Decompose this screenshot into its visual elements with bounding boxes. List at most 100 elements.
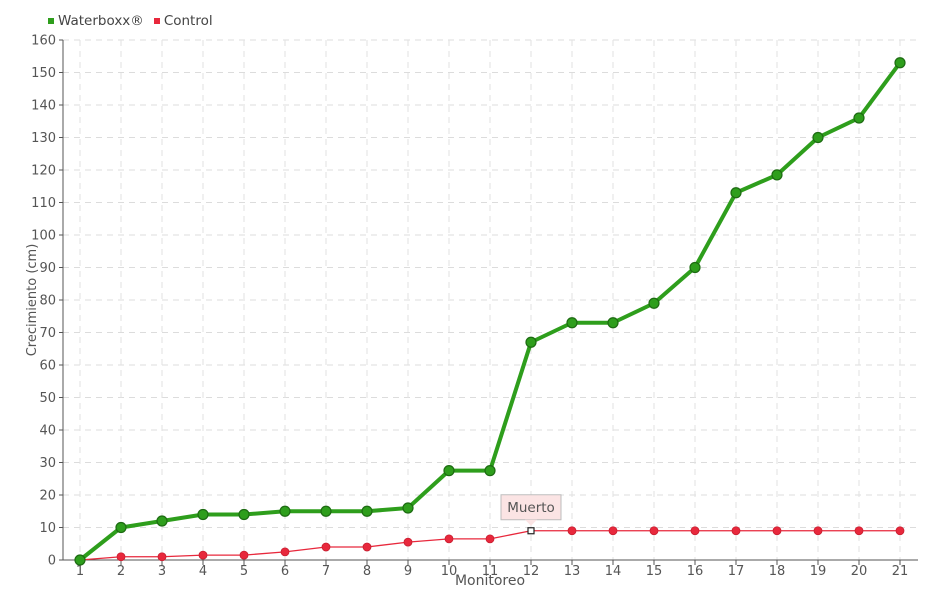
y-tick-label: 100	[31, 229, 56, 244]
x-tick-label: 12	[523, 564, 540, 579]
data-point-waterboxx	[115, 521, 127, 534]
data-point-waterboxx	[771, 169, 783, 181]
grid	[63, 39, 918, 560]
x-tick-label: 8	[363, 564, 371, 579]
y-tick-label: 160	[31, 34, 56, 49]
legend: Waterboxx® Control	[48, 13, 213, 29]
x-tick-label: 18	[769, 564, 786, 579]
x-tick-label: 15	[646, 564, 663, 579]
y-tick-label: 80	[39, 294, 56, 309]
data-point-control	[157, 552, 167, 562]
y-tick-label: 120	[31, 164, 56, 179]
data-point-control	[239, 550, 249, 560]
y-tick-label: 130	[31, 131, 56, 146]
series-waterboxx	[74, 57, 906, 566]
x-tick-label: 9	[404, 564, 412, 579]
data-point-control	[731, 526, 741, 536]
y-tick-label: 40	[39, 424, 56, 439]
data-point-waterboxx	[566, 317, 578, 329]
data-point-control	[608, 526, 618, 536]
data-point-control-annotated	[527, 527, 535, 535]
data-point-waterboxx	[853, 112, 865, 124]
x-tick-label: 5	[240, 564, 248, 579]
data-point-waterboxx	[197, 508, 209, 521]
y-tick-label: 10	[39, 521, 56, 536]
data-point-waterboxx	[320, 505, 332, 517]
x-tick-label: 3	[158, 564, 166, 579]
x-tick-label: 17	[728, 564, 745, 579]
data-point-waterboxx	[689, 261, 701, 274]
x-tick-label: 7	[322, 564, 330, 579]
data-point-control	[198, 550, 208, 560]
legend-label-waterboxx: Waterboxx®	[58, 13, 144, 29]
x-tick-label: 10	[441, 564, 458, 579]
data-point-waterboxx	[607, 317, 619, 329]
x-tick-label: 11	[482, 564, 499, 579]
x-tick-label: 21	[892, 564, 909, 579]
data-point-waterboxx	[238, 508, 250, 521]
legend-item-waterboxx[interactable]: Waterboxx®	[48, 13, 144, 29]
legend-swatch-control	[153, 18, 160, 24]
data-point-control	[567, 526, 577, 536]
y-tick-label: 20	[39, 489, 56, 504]
data-point-waterboxx	[525, 336, 537, 348]
x-axis-title: Monitoreo	[455, 573, 525, 589]
annotation-label: Muerto	[507, 500, 555, 516]
data-point-control	[813, 526, 823, 536]
y-tick-label: 140	[31, 99, 56, 114]
data-point-control	[362, 542, 372, 552]
y-tick-label: 0	[48, 554, 56, 569]
x-tick-label: 2	[117, 564, 125, 579]
data-point-waterboxx	[894, 57, 906, 69]
annotation-pointer	[525, 519, 537, 526]
data-point-waterboxx	[730, 187, 742, 199]
x-tick-label: 20	[851, 564, 868, 579]
data-point-control	[444, 534, 454, 544]
x-tick-label: 6	[281, 564, 289, 579]
y-tick-label: 30	[39, 456, 56, 471]
data-point-control	[895, 526, 905, 536]
x-tick-label: 4	[199, 564, 207, 579]
x-tick-label: 19	[810, 564, 827, 579]
data-point-control	[485, 534, 495, 544]
x-tick-label: 1	[76, 564, 84, 579]
y-tick-label: 90	[39, 261, 56, 276]
data-point-waterboxx	[156, 515, 168, 527]
data-point-control	[280, 547, 290, 557]
annotation-layer: Muerto	[500, 494, 562, 526]
data-point-control	[772, 526, 782, 536]
data-point-waterboxx	[648, 297, 660, 309]
x-tick-label: 14	[605, 564, 622, 579]
data-point-control	[854, 526, 864, 536]
data-point-waterboxx	[443, 465, 455, 477]
y-tick-label: 60	[39, 359, 56, 374]
y-tick-label: 110	[31, 196, 56, 211]
data-point-waterboxx	[74, 554, 86, 566]
data-point-control	[690, 526, 700, 536]
data-point-waterboxx	[279, 505, 291, 517]
data-point-waterboxx	[484, 465, 496, 477]
data-point-control	[649, 526, 659, 536]
annotation-callout: Muerto	[500, 494, 562, 526]
annotation-box	[500, 494, 562, 521]
data-point-waterboxx	[812, 131, 824, 144]
y-tick-label: 70	[39, 326, 56, 341]
series-layer	[74, 57, 906, 566]
legend-item-control[interactable]: Control	[153, 13, 213, 29]
legend-swatch-waterboxx	[48, 18, 54, 24]
y-tick-label: 150	[31, 66, 56, 81]
data-point-control	[403, 537, 413, 547]
data-point-waterboxx	[402, 502, 414, 514]
data-point-control	[116, 552, 126, 562]
x-tick-label: 16	[687, 564, 704, 579]
series-control	[75, 526, 905, 565]
axes: 0102030405060708090100110120130140150160…	[31, 34, 918, 579]
legend-label-control: Control	[163, 13, 213, 29]
y-axis-title: Crecimiento (cm)	[25, 244, 40, 357]
data-point-waterboxx	[361, 505, 373, 517]
data-point-control	[321, 542, 331, 552]
x-tick-label: 13	[564, 564, 581, 579]
y-tick-label: 50	[39, 391, 56, 406]
